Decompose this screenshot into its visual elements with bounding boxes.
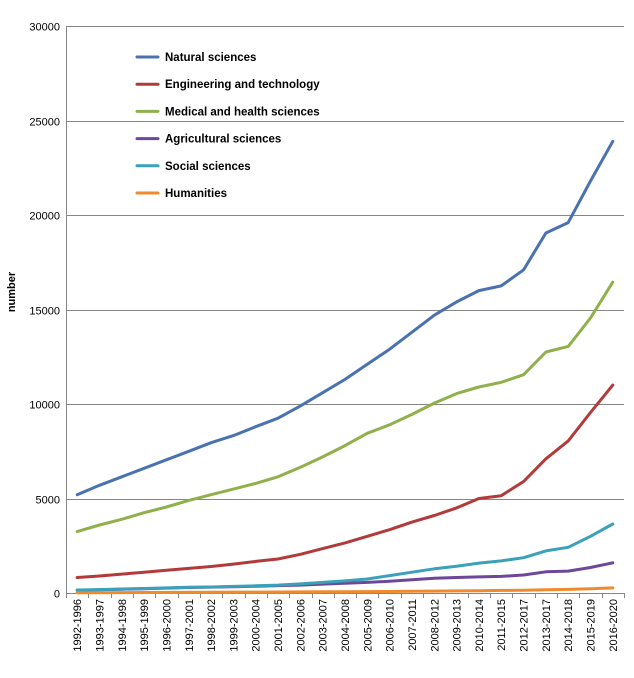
x-tick-label: 2003-2007 <box>318 599 330 652</box>
x-tick-labels: 1992-1996 1993-1997 1994-1998 1995-1999 1996… <box>72 599 620 652</box>
legend-entry: Engineering and technology <box>135 79 320 91</box>
legend-label: Humanities <box>165 188 227 200</box>
x-tick-label: 1992-1996 <box>72 599 84 652</box>
x-tick-label: 2000-2004 <box>251 599 263 652</box>
legend-entry: Social sciences <box>135 161 251 173</box>
legend-label: Agricultural sciences <box>165 134 281 146</box>
x-tick-label: 1997-2001 <box>184 599 196 652</box>
series-line-natural-sciences <box>75 139 615 497</box>
legend-entry: Humanities <box>135 188 227 200</box>
legend-entry: Agricultural sciences <box>135 134 281 146</box>
x-tick-label: 2007-2011 <box>407 599 419 651</box>
x-tick-label: 1995-1999 <box>139 599 151 652</box>
y-tick-label: 30000 <box>29 22 60 34</box>
legend-entry: Natural sciences <box>135 52 256 64</box>
x-tick-label: 1998-2002 <box>206 599 218 652</box>
x-tick-label: 2005-2009 <box>362 599 374 652</box>
x-tick-label: 2011-2015 <box>496 599 508 651</box>
x-tick-label: 1996-2000 <box>161 599 173 652</box>
x-tick-label: 2006-2010 <box>385 599 397 652</box>
y-tick-label: 15000 <box>29 306 60 318</box>
x-tick-label: 1994-1998 <box>117 599 129 652</box>
legend-entry: Medical and health sciences <box>135 106 320 118</box>
x-tick-label: 2015-2019 <box>586 599 598 652</box>
x-tick-label: 1999-2003 <box>228 599 240 652</box>
x-tick-label: 2004-2008 <box>340 599 352 652</box>
y-tick-label: 20000 <box>29 211 60 223</box>
legend: Natural sciences Engineering and technolo… <box>135 52 320 200</box>
y-axis-title: number <box>6 271 18 312</box>
series-line-social-sciences <box>75 522 615 592</box>
legend-label: Engineering and technology <box>165 79 320 91</box>
x-tick-label: 2002-2006 <box>295 599 307 652</box>
y-tick-label: 25000 <box>29 117 60 129</box>
series-line-agricultural-sciences <box>75 561 615 592</box>
series-line-humanities <box>75 586 615 595</box>
x-tick-label: 2012-2017 <box>519 599 531 652</box>
x-tick-label: 2010-2014 <box>474 599 486 652</box>
gridlines <box>66 26 624 500</box>
x-tick-label: 2016-2020 <box>608 599 620 652</box>
x-tick-label: 2013-2017 <box>541 599 553 652</box>
series-lines <box>75 139 615 595</box>
series-line-medical-and-health-sciences <box>75 280 615 534</box>
y-tick-label: 0 <box>54 589 60 601</box>
y-tick-labels: 0 5000 10000 15000 20000 25000 30000 <box>29 22 60 601</box>
legend-label: Medical and health sciences <box>165 106 320 118</box>
y-tick-label: 5000 <box>36 495 60 507</box>
y-tick-label: 10000 <box>29 400 60 412</box>
series-line-engineering-and-technology <box>75 383 615 579</box>
legend-label: Social sciences <box>165 161 251 173</box>
x-tick-label: 2001-2005 <box>273 599 285 652</box>
x-tick-label: 2009-2013 <box>452 599 464 652</box>
x-tick-label: 1993-1997 <box>94 599 106 652</box>
legend-label: Natural sciences <box>165 52 256 64</box>
x-tick-label: 2008-2012 <box>429 599 441 652</box>
x-tick-label: 2014-2018 <box>563 599 575 652</box>
